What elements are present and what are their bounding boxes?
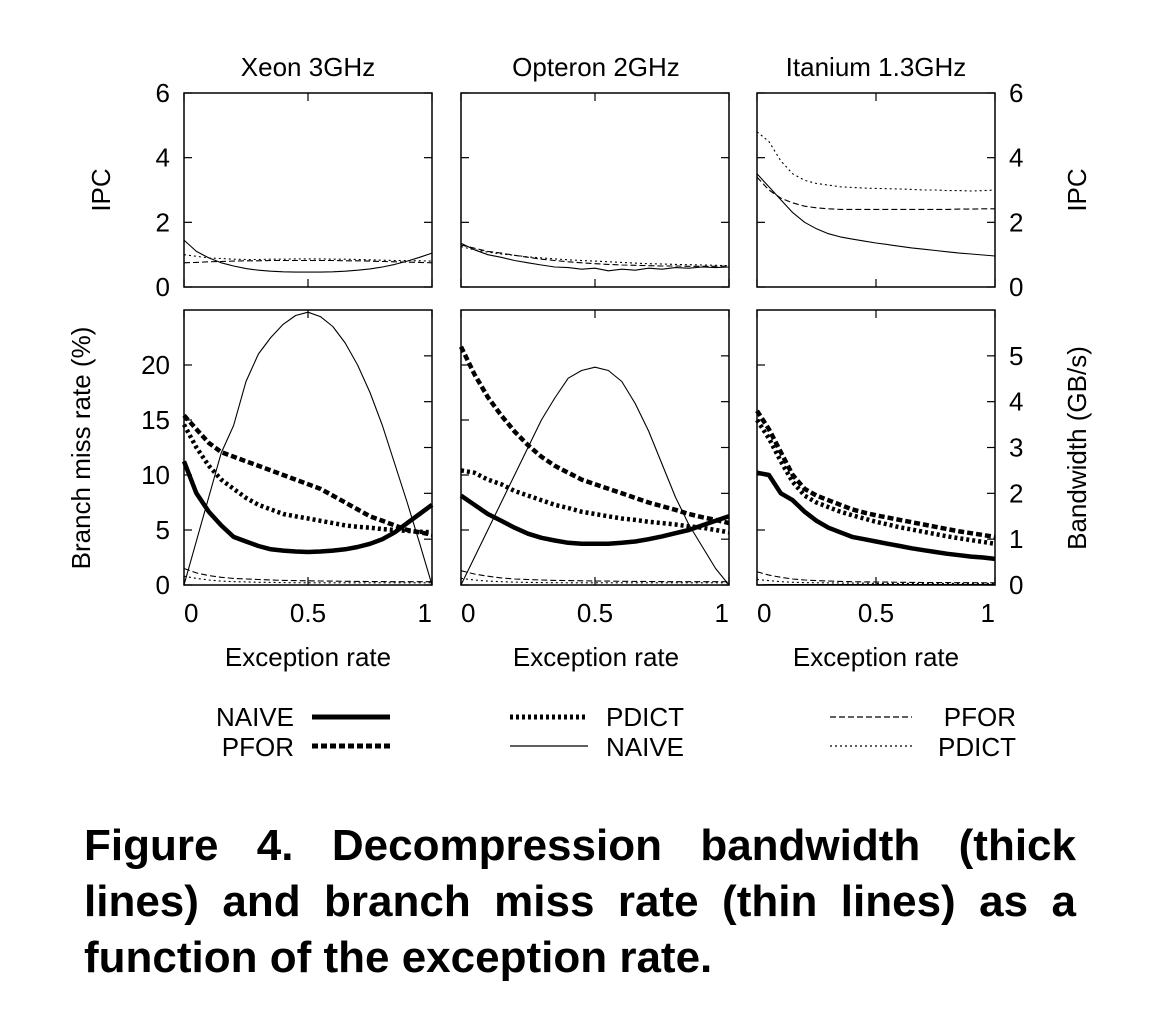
ytick-label-0-2: 4 xyxy=(156,143,170,173)
series-line-0-naive-thin-solid xyxy=(183,239,433,273)
ytick-label-2-2: 4 xyxy=(1009,143,1023,173)
panel-title-xeon: Xeon 3GHz xyxy=(241,52,375,82)
ytick-label-2-1: 2 xyxy=(1009,207,1023,237)
xtick-label-3-2: 1 xyxy=(418,598,432,628)
series-line-1-naive-thin-solid xyxy=(460,242,730,272)
ytick-label-5-3: 3 xyxy=(1009,433,1023,463)
ylabel-bandwidth: Bandwidth (GB/s) xyxy=(1062,346,1092,550)
series-line-2-pdict-thin-dotted xyxy=(756,131,996,192)
series-line-5-pfor-thin-dashed xyxy=(756,571,995,584)
series-line-2-naive-thin-solid xyxy=(756,173,996,257)
series-line-4-naive-thick-solid xyxy=(459,493,730,547)
legend: NAIVE PFOR PDICT NAIVE PFOR PDICT xyxy=(216,702,1016,762)
caption-line-3: function of the exception rate. xyxy=(84,933,713,982)
xtick-label-3-1: 0.5 xyxy=(290,598,326,628)
xtick-label-5-1: 0.5 xyxy=(858,598,894,628)
ytick-label-0-1: 2 xyxy=(156,207,170,237)
ytick-label-3-4: 20 xyxy=(141,350,170,380)
series-line-2-pfor-thin-dashed xyxy=(756,176,995,210)
xtick-label-4-2: 1 xyxy=(715,598,729,628)
series-line-1-pfor-thin-dashed xyxy=(460,244,730,267)
series-line-3-naive-thin-solid xyxy=(183,311,433,586)
series-line-5-naive-thin-solid xyxy=(756,583,995,586)
xtick-label-5-0: 0 xyxy=(757,598,771,628)
series-line-3-pfor-thin-dashed xyxy=(183,567,432,583)
caption-line-2: lines) and branch miss rate (thin lines)… xyxy=(84,877,1076,926)
ylabel-ipc-left: IPC xyxy=(86,168,116,211)
ytick-label-2-3: 6 xyxy=(1009,78,1023,108)
series-line-3-pdict-thick-dotted xyxy=(182,423,433,535)
series-line-5-pfor-thick-dashed xyxy=(755,409,996,540)
figure-caption: Figure 4. Decompression bandwidth (thick… xyxy=(84,818,1076,986)
legend-label-naive-thick: NAIVE xyxy=(216,702,294,732)
ytick-label-3-2: 10 xyxy=(141,460,170,490)
ytick-label-5-4: 4 xyxy=(1009,387,1023,417)
ytick-label-0-3: 6 xyxy=(156,78,170,108)
panel-frame-1 xyxy=(460,92,730,288)
ytick-label-5-5: 5 xyxy=(1009,341,1023,371)
ytick-label-2-0: 0 xyxy=(1009,272,1023,302)
caption-line-1: Figure 4. Decompression bandwidth (thick xyxy=(84,821,1076,870)
ytick-label-5-2: 2 xyxy=(1009,478,1023,508)
xtick-label-4-1: 0.5 xyxy=(577,598,613,628)
panel-title-opteron: Opteron 2GHz xyxy=(512,52,680,82)
xtick-label-4-0: 0 xyxy=(461,598,475,628)
ytick-label-3-1: 5 xyxy=(156,515,170,545)
series-line-5-naive-thick-solid xyxy=(756,470,996,562)
xlabel-itanium: Exception rate xyxy=(793,642,959,672)
series-line-4-pfor-thick-dashed xyxy=(458,345,730,526)
legend-label-pfor-thin: PFOR xyxy=(944,702,1016,732)
panel-frame-2 xyxy=(756,92,996,288)
xlabel-opteron: Exception rate xyxy=(513,642,679,672)
series-line-3-naive-thick-solid xyxy=(181,460,434,555)
panel-frame-0 xyxy=(183,92,433,288)
legend-label-pdict-thin: PDICT xyxy=(938,732,1016,762)
panel-frame-3 xyxy=(183,309,433,586)
ylabel-branch-miss: Branch miss rate (%) xyxy=(66,327,96,570)
series-line-3-pdict-thin-dotted xyxy=(183,575,432,584)
series-line-3-pfor-thick-dashed xyxy=(182,413,433,537)
ytick-label-3-0: 0 xyxy=(156,570,170,600)
xtick-label-5-2: 1 xyxy=(981,598,995,628)
series-line-1-pdict-thin-dotted xyxy=(460,246,730,267)
ytick-label-0-0: 0 xyxy=(156,272,170,302)
series-line-4-naive-thin-solid xyxy=(460,366,730,586)
ytick-label-5-1: 1 xyxy=(1009,524,1023,554)
xlabel-xeon: Exception rate xyxy=(225,642,391,672)
series-line-4-pfor-thin-dashed xyxy=(460,570,729,583)
ylabel-ipc-right: IPC xyxy=(1062,168,1092,211)
xtick-label-3-0: 0 xyxy=(184,598,198,628)
series-line-0-pfor-thin-dashed xyxy=(183,259,433,264)
legend-label-pdict-thick: PDICT xyxy=(606,702,684,732)
legend-label-naive-thin: NAIVE xyxy=(606,732,684,762)
ytick-label-3-3: 15 xyxy=(141,405,170,435)
panel-title-itanium: Itanium 1.3GHz xyxy=(786,52,967,82)
series-line-5-pdict-thick-dotted xyxy=(755,418,996,547)
legend-label-pfor-thick: PFOR xyxy=(222,732,294,762)
series-line-0-pdict-thin-dotted xyxy=(183,254,433,262)
ytick-label-5-0: 0 xyxy=(1009,570,1023,600)
